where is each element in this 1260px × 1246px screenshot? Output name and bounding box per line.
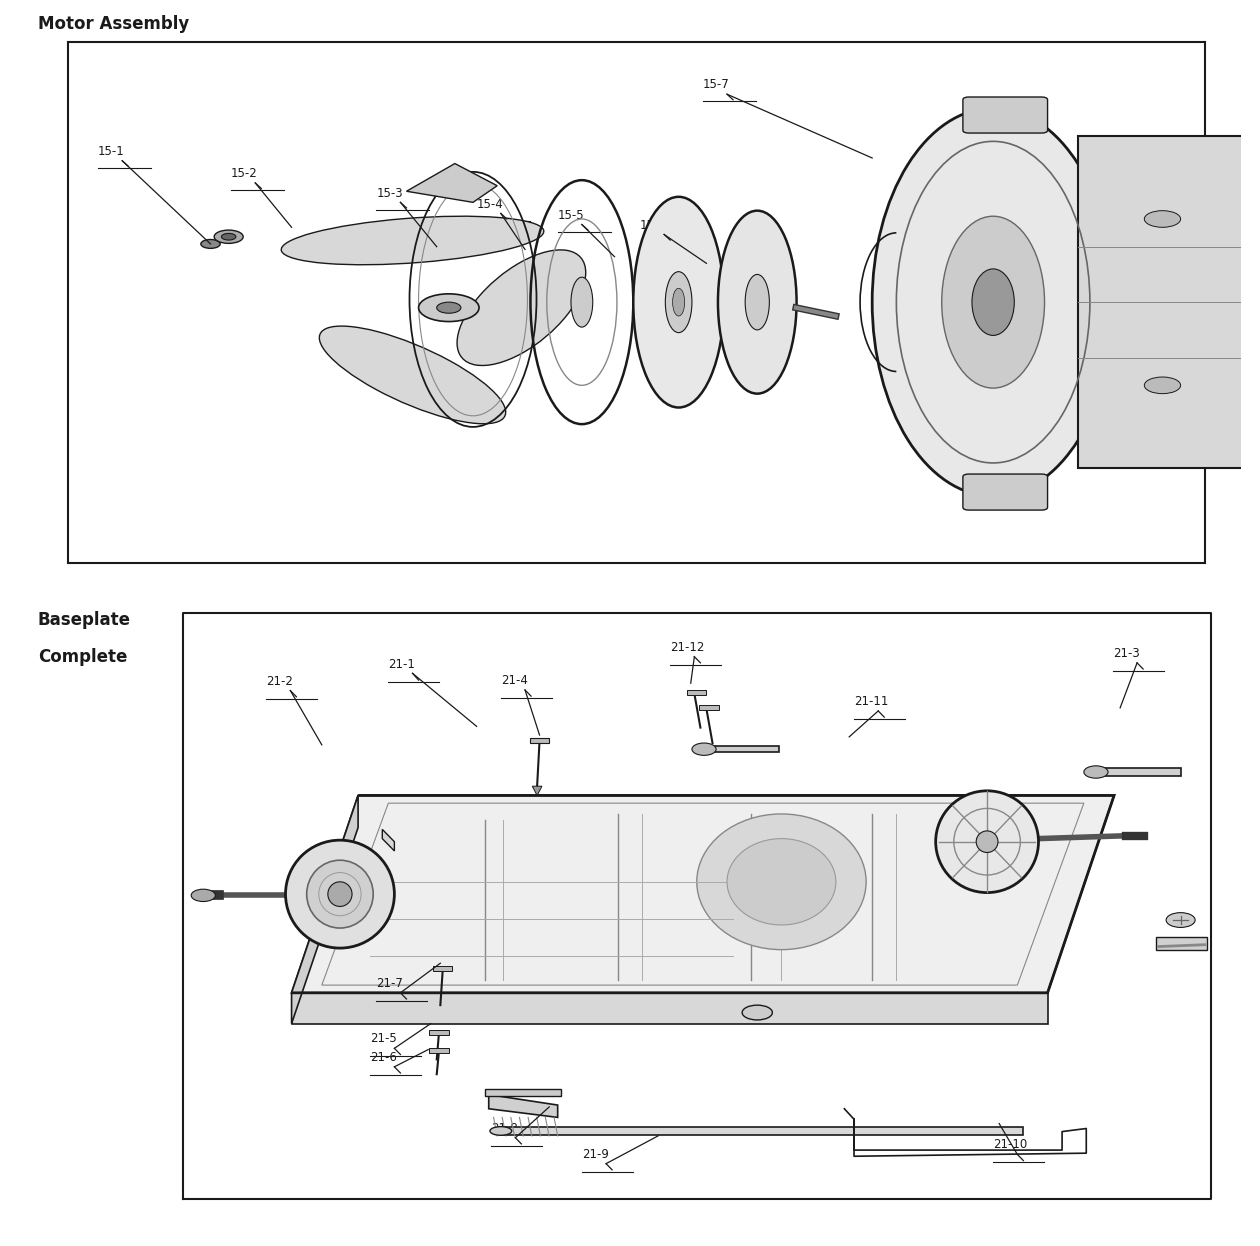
Text: Complete: Complete [38, 648, 127, 665]
Circle shape [692, 743, 716, 755]
Ellipse shape [936, 791, 1038, 892]
Circle shape [192, 890, 215, 902]
Ellipse shape [872, 108, 1114, 496]
Text: 15-2: 15-2 [231, 167, 258, 181]
Text: Baseplate: Baseplate [38, 611, 131, 628]
Polygon shape [704, 746, 779, 753]
Polygon shape [500, 1128, 1023, 1135]
Ellipse shape [727, 839, 835, 925]
Polygon shape [489, 1094, 558, 1118]
Ellipse shape [673, 288, 684, 316]
FancyBboxPatch shape [963, 473, 1047, 510]
Ellipse shape [976, 831, 998, 852]
Polygon shape [407, 163, 498, 202]
Ellipse shape [571, 277, 592, 328]
Ellipse shape [634, 197, 724, 407]
Ellipse shape [718, 211, 796, 394]
Circle shape [1084, 766, 1108, 779]
Ellipse shape [941, 217, 1045, 388]
Text: 21-4: 21-4 [500, 674, 528, 687]
Ellipse shape [457, 250, 586, 365]
Text: 15-4: 15-4 [476, 198, 504, 211]
Bar [433, 967, 452, 971]
Text: 21-1: 21-1 [388, 658, 416, 670]
Circle shape [1166, 912, 1196, 927]
Ellipse shape [306, 860, 373, 928]
Ellipse shape [281, 217, 544, 264]
Ellipse shape [328, 882, 352, 907]
Ellipse shape [742, 1006, 772, 1020]
Ellipse shape [697, 814, 866, 949]
Text: 15-1: 15-1 [98, 145, 125, 158]
FancyBboxPatch shape [963, 97, 1047, 133]
Bar [430, 1048, 449, 1053]
Bar [1077, 136, 1247, 468]
Text: 21-10: 21-10 [993, 1139, 1027, 1151]
Ellipse shape [971, 269, 1014, 335]
Circle shape [418, 294, 479, 321]
Text: 21-7: 21-7 [377, 977, 403, 989]
Circle shape [214, 231, 243, 243]
Bar [1247, 344, 1260, 371]
Text: 21-5: 21-5 [370, 1032, 397, 1045]
Polygon shape [291, 795, 358, 1024]
Bar [1247, 188, 1260, 217]
Circle shape [1144, 378, 1181, 394]
Text: 21-11: 21-11 [854, 695, 888, 708]
Text: 21-8: 21-8 [491, 1121, 518, 1135]
Text: 21-2: 21-2 [266, 674, 294, 688]
Bar [699, 705, 718, 710]
Bar [430, 1029, 449, 1034]
Ellipse shape [745, 274, 770, 330]
Bar [530, 738, 549, 743]
Polygon shape [291, 795, 1114, 993]
Circle shape [1144, 211, 1181, 227]
Polygon shape [532, 786, 542, 795]
Bar [1247, 260, 1260, 288]
Circle shape [200, 239, 220, 248]
Bar [1247, 410, 1260, 439]
Circle shape [437, 302, 461, 313]
Polygon shape [291, 993, 1047, 1024]
Bar [485, 1089, 561, 1096]
Ellipse shape [665, 272, 692, 333]
Text: 15-6: 15-6 [640, 219, 667, 232]
Text: 15-3: 15-3 [377, 187, 403, 199]
Polygon shape [382, 830, 394, 851]
Text: 15-5: 15-5 [558, 209, 585, 222]
Bar [1247, 133, 1260, 161]
Text: 21-9: 21-9 [582, 1148, 609, 1160]
Bar [687, 690, 707, 695]
Circle shape [222, 233, 236, 240]
Bar [1096, 769, 1181, 776]
Bar [1157, 937, 1207, 949]
Ellipse shape [490, 1126, 512, 1135]
Text: 21-12: 21-12 [670, 640, 704, 654]
Text: 21-3: 21-3 [1113, 647, 1139, 660]
Ellipse shape [319, 326, 505, 424]
Text: 21-6: 21-6 [370, 1050, 397, 1064]
Ellipse shape [286, 840, 394, 948]
Text: Motor Assembly: Motor Assembly [38, 15, 189, 32]
Text: 15-7: 15-7 [703, 78, 730, 91]
